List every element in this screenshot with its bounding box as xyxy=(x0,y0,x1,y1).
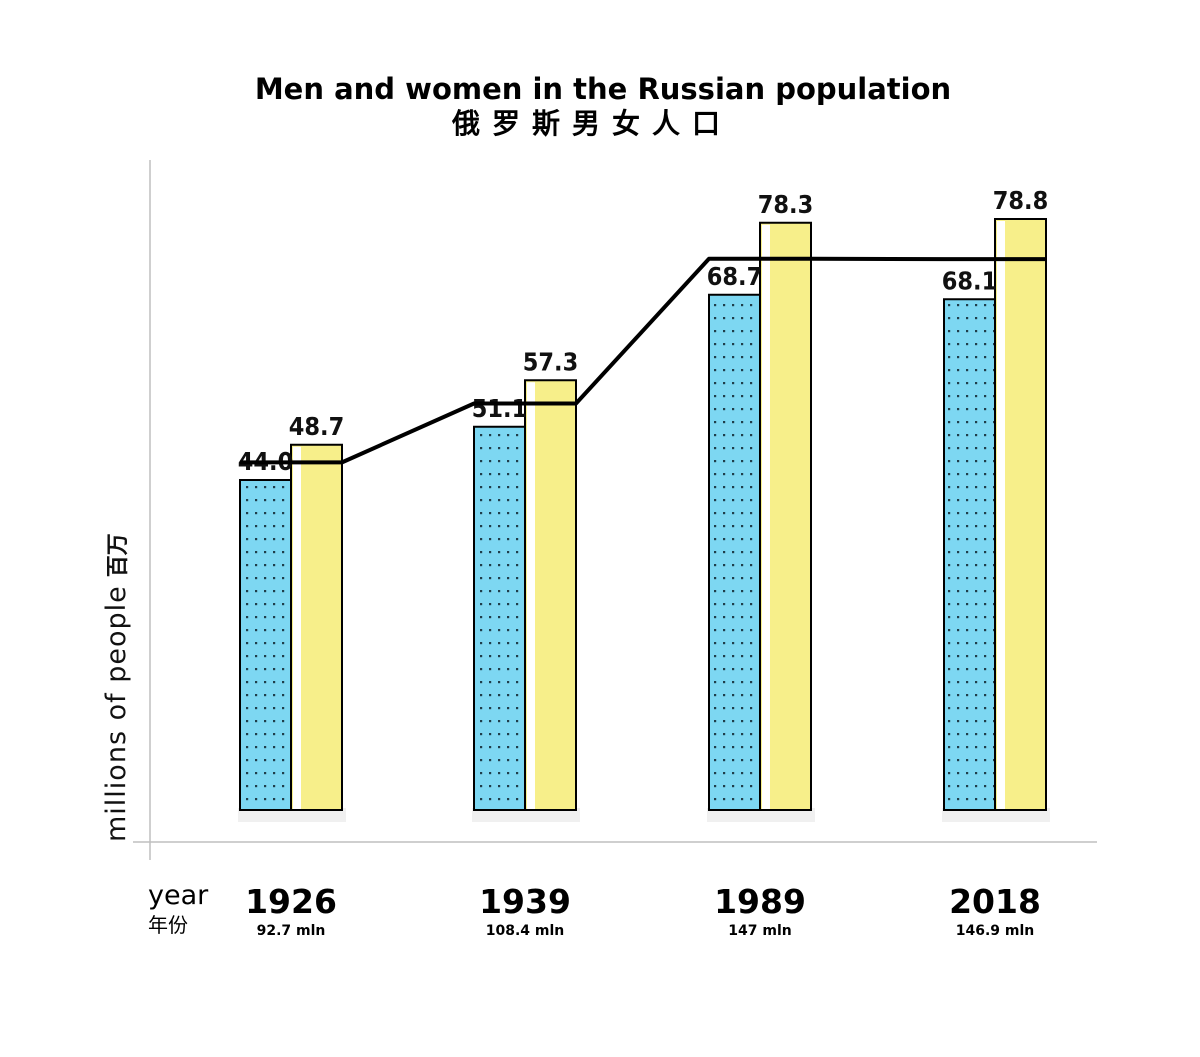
bars-group xyxy=(238,218,1050,822)
value-label-women-1989: 78.3 xyxy=(758,190,814,219)
x-tick-total-1939: 108.4 mln xyxy=(486,923,565,939)
bar-shadow xyxy=(238,808,346,822)
bar-men-1939 xyxy=(473,425,526,811)
x-tick-1939: 1939 xyxy=(479,882,571,921)
chart-subtitle: 俄罗斯男女人口 xyxy=(451,107,732,140)
y-axis-label-cn: 百万 xyxy=(106,533,131,577)
average-line xyxy=(240,256,1046,465)
bar-men-1989 xyxy=(708,293,761,811)
svg-text:millions of people 百万: millions of people 百万 xyxy=(101,533,132,842)
x-tick-2018: 2018 xyxy=(949,882,1041,921)
y-axis-label-text: millions of people xyxy=(101,585,132,842)
x-tick-total-1989: 147 mln xyxy=(728,923,791,939)
x-tick-1989: 1989 xyxy=(714,882,806,921)
bar-women-highlight xyxy=(293,446,301,809)
chart-title: Men and women in the Russian population xyxy=(255,72,951,106)
value-label-women-1939: 57.3 xyxy=(523,347,579,376)
x-axis-label: year xyxy=(148,880,209,911)
bar-shadow xyxy=(472,808,580,822)
x-tick-total-2018: 146.9 mln xyxy=(956,923,1035,939)
bar-men-1926 xyxy=(239,479,292,811)
bar-men-2018 xyxy=(943,298,996,811)
value-label-women-2018: 78.8 xyxy=(993,186,1049,215)
bar-women-highlight xyxy=(762,224,770,809)
x-axis-label-cn: 年份 xyxy=(148,913,188,937)
bar-women-highlight xyxy=(997,221,1005,809)
bar-shadow xyxy=(707,808,815,822)
y-axis-label: millions of people 百万 xyxy=(101,533,132,842)
bar-shadow xyxy=(942,808,1050,822)
value-label-women-1926: 48.7 xyxy=(289,412,345,441)
x-tick-1926: 1926 xyxy=(245,882,337,921)
value-label-men-2018: 68.1 xyxy=(942,266,998,295)
x-ticks-group: 1926 92.7 mln 1939 108.4 mln 1989 147 mln 2018… xyxy=(245,882,1041,939)
value-label-men-1939: 51.1 xyxy=(472,394,528,423)
value-label-men-1989: 68.7 xyxy=(707,262,763,291)
x-tick-total-1926: 92.7 mln xyxy=(257,923,326,939)
bar-women-highlight xyxy=(527,382,535,809)
total-line-group xyxy=(240,256,1046,465)
